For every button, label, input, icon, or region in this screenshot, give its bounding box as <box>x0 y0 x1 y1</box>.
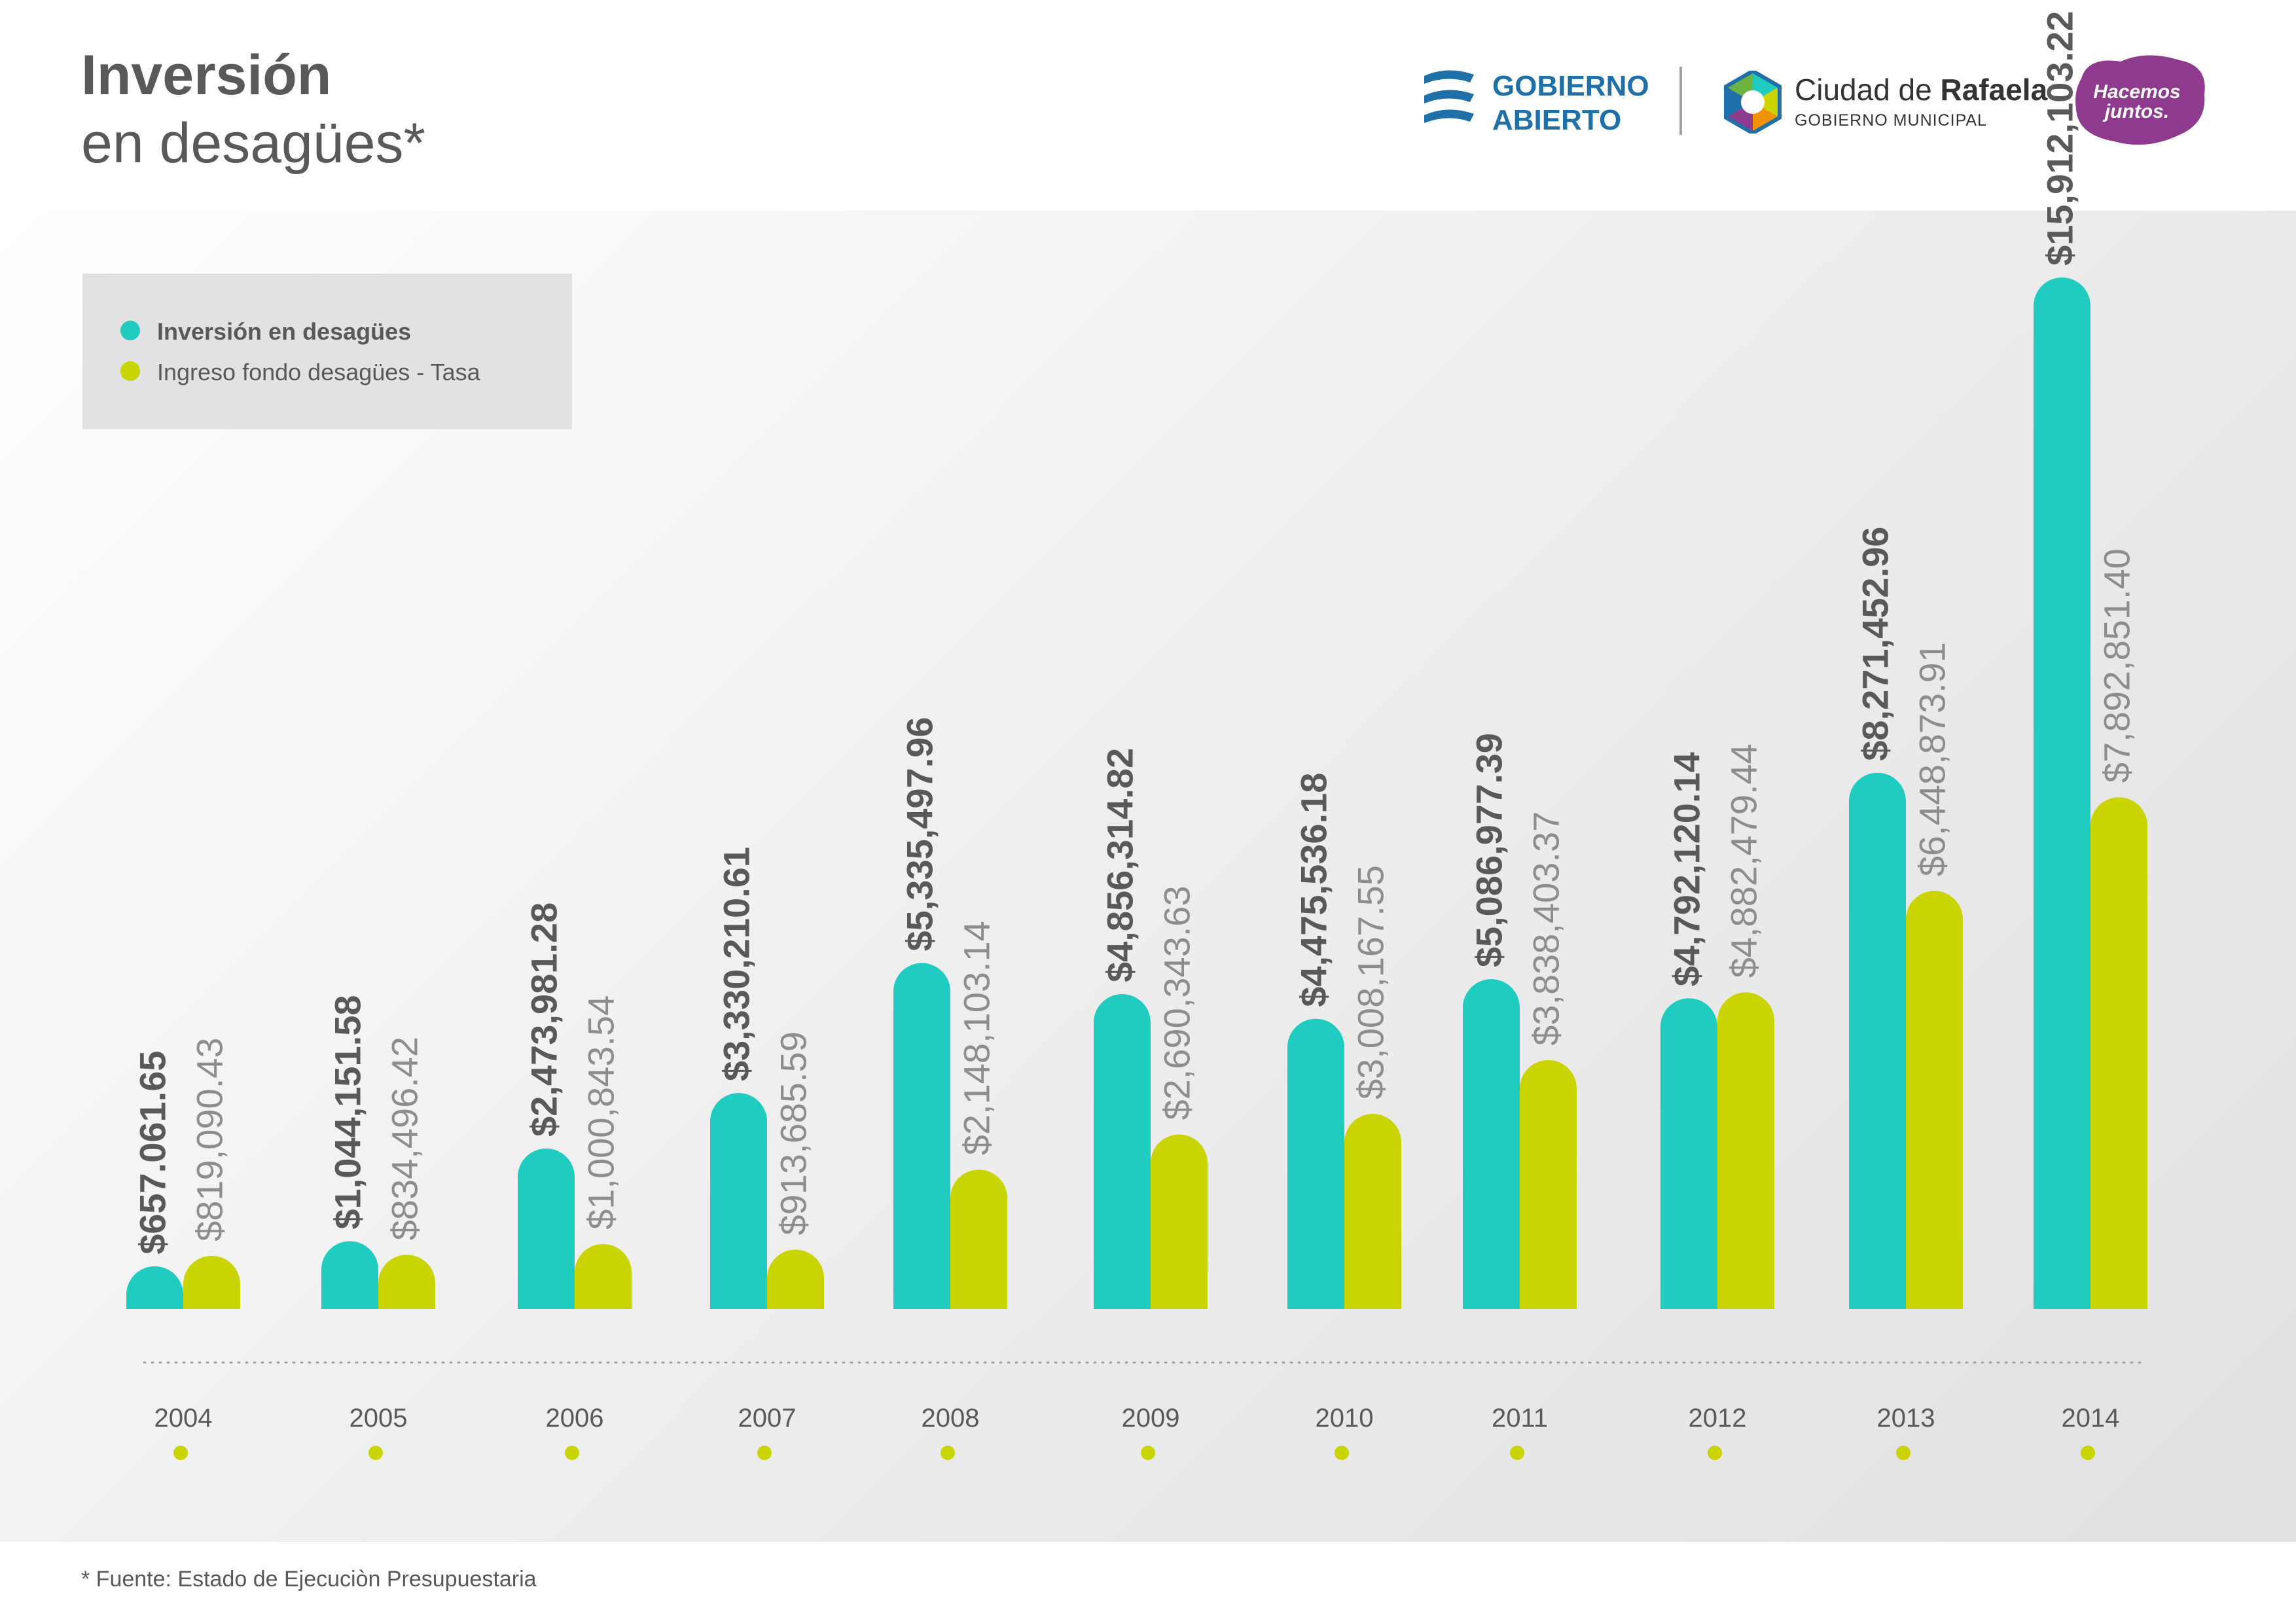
bar-ingreso-2010 <box>1344 1114 1401 1309</box>
year-dot-2011 <box>1510 1446 1524 1460</box>
label-inversion-2011: $5,086,977.39 <box>1469 733 1510 967</box>
year-label-2005: 2005 <box>350 1404 408 1433</box>
label-ingreso-2007: $913,685.59 <box>773 1031 814 1235</box>
label-ingreso-2008: $2,148,103.14 <box>956 921 997 1155</box>
bar-ingreso-2004 <box>183 1256 240 1309</box>
bar-ingreso-2012 <box>1717 992 1774 1309</box>
year-dot-2012 <box>1708 1446 1722 1460</box>
year-dot-2004 <box>173 1446 188 1460</box>
year-dot-2009 <box>1141 1446 1155 1460</box>
label-ingreso-2004: $819,090.43 <box>189 1037 230 1241</box>
label-ingreso-2012: $4,882,479.44 <box>1723 743 1765 978</box>
footnote: * Fuente: Estado de Ejecuciòn Presupuest… <box>81 1567 537 1592</box>
year-label-2012: 2012 <box>1689 1404 1747 1433</box>
bar-ingreso-2013 <box>1906 891 1963 1309</box>
label-ingreso-2011: $3,838,403.37 <box>1526 812 1567 1046</box>
bar-inversion-2004 <box>126 1266 183 1309</box>
year-label-2014: 2014 <box>2062 1404 2120 1433</box>
bar-inversion-2012 <box>1660 998 1717 1309</box>
bar-ingreso-2005 <box>378 1255 435 1309</box>
year-dot-2006 <box>565 1446 579 1460</box>
bar-ingreso-2011 <box>1520 1060 1577 1309</box>
bar-chart: $657.061.65 $819,090.43 2004 $1,044,151.58 $… <box>0 0 2296 1623</box>
label-ingreso-2014: $7,892,851.40 <box>2096 548 2138 783</box>
bar-inversion-2009 <box>1094 994 1151 1309</box>
bar-inversion-2013 <box>1849 773 1906 1309</box>
label-ingreso-2005: $834,496.42 <box>384 1037 425 1240</box>
year-label-2007: 2007 <box>738 1404 797 1433</box>
label-inversion-2013: $8,271,452.96 <box>1855 527 1896 761</box>
label-inversion-2008: $5,335,497.96 <box>899 717 941 951</box>
label-inversion-2014: $15,912,103.22 <box>2039 11 2081 266</box>
year-label-2011: 2011 <box>1492 1404 1548 1433</box>
bar-inversion-2011 <box>1463 979 1520 1309</box>
bar-ingreso-2009 <box>1151 1135 1208 1309</box>
year-dot-2007 <box>757 1446 772 1460</box>
year-label-2008: 2008 <box>922 1404 980 1433</box>
label-ingreso-2013: $6,448,873.91 <box>1912 642 1953 876</box>
bar-ingreso-2007 <box>767 1250 824 1309</box>
year-dot-2013 <box>1896 1446 1910 1460</box>
label-ingreso-2009: $2,690,343.63 <box>1157 885 1198 1120</box>
bar-inversion-2008 <box>893 963 950 1309</box>
year-label-2009: 2009 <box>1122 1404 1180 1433</box>
bar-inversion-2006 <box>518 1149 575 1309</box>
bar-ingreso-2008 <box>950 1169 1007 1309</box>
year-label-2010: 2010 <box>1316 1404 1374 1433</box>
label-inversion-2012: $4,792,120.14 <box>1666 752 1708 986</box>
label-inversion-2005: $1,044,151.58 <box>327 995 368 1229</box>
year-label-2006: 2006 <box>546 1404 604 1433</box>
bar-inversion-2005 <box>321 1241 378 1309</box>
bar-ingreso-2014 <box>2090 797 2147 1309</box>
label-inversion-2004: $657.061.65 <box>132 1051 173 1255</box>
bar-inversion-2014 <box>2034 277 2090 1309</box>
label-inversion-2010: $4,475,536.18 <box>1293 773 1335 1007</box>
bar-inversion-2007 <box>710 1093 767 1309</box>
year-label-2013: 2013 <box>1877 1404 1935 1433</box>
label-ingreso-2010: $3,008,167.55 <box>1350 865 1391 1099</box>
year-label-2004: 2004 <box>154 1404 213 1433</box>
label-inversion-2009: $4,856,314.82 <box>1100 748 1141 982</box>
bar-inversion-2010 <box>1287 1019 1344 1309</box>
label-inversion-2007: $3,330,210.61 <box>716 847 757 1081</box>
year-dot-2005 <box>368 1446 383 1460</box>
label-ingreso-2006: $1,000,843.54 <box>581 995 622 1230</box>
bar-ingreso-2006 <box>575 1244 632 1309</box>
year-dot-2010 <box>1335 1446 1349 1460</box>
label-inversion-2006: $2,473,981.28 <box>524 902 565 1137</box>
year-dot-2014 <box>2081 1446 2095 1460</box>
year-dot-2008 <box>941 1446 955 1460</box>
